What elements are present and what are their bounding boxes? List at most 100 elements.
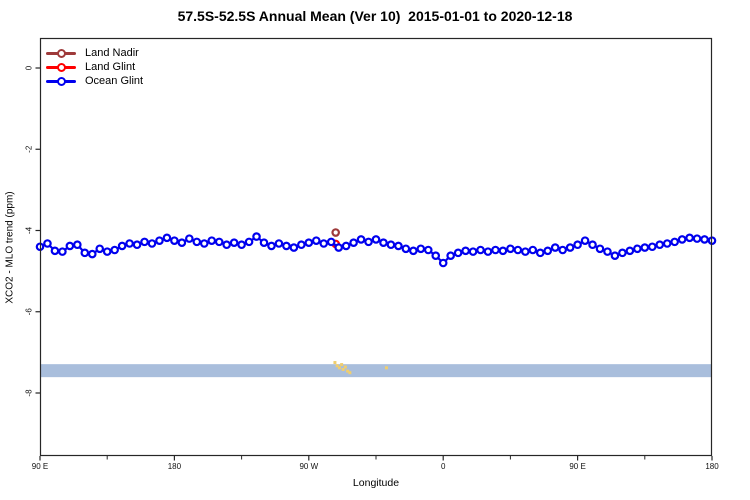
stray-point <box>340 363 344 367</box>
ocean-glint-point <box>558 245 567 255</box>
ocean-glint-point <box>43 239 52 248</box>
ocean-glint-point <box>483 247 493 256</box>
ocean-glint-point <box>259 238 269 247</box>
ocean-glint-point <box>73 240 82 250</box>
ocean-glint-point <box>102 247 112 256</box>
ocean-glint-point <box>573 240 582 250</box>
ocean-glint-point <box>506 244 515 254</box>
x-tick-label: 90 E <box>32 462 48 471</box>
y-tick-label: -8 <box>25 389 34 397</box>
ocean-glint-marker-icon <box>46 76 76 86</box>
legend-label-land-nadir: Land Nadir <box>85 47 139 59</box>
ocean-glint-point <box>319 239 329 248</box>
ocean-glint-point <box>401 244 411 254</box>
legend-circle <box>57 63 66 72</box>
ocean-glint-point <box>633 244 642 254</box>
ocean-glint-point <box>625 246 635 256</box>
ocean-glint-point <box>386 240 396 250</box>
ocean-glint-point <box>640 243 650 252</box>
ocean-glint-point <box>662 239 672 248</box>
ocean-glint-point <box>65 241 75 251</box>
ocean-glint-point <box>267 241 276 251</box>
ocean-glint-point <box>229 238 239 247</box>
ocean-glint-point <box>214 237 224 247</box>
ocean-glint-point <box>58 247 67 256</box>
ocean-glint-point <box>618 248 627 258</box>
ocean-glint-point <box>87 249 97 259</box>
x-tick-label: 90 E <box>569 462 585 471</box>
stray-point <box>341 367 345 371</box>
stray-point <box>348 371 352 375</box>
ocean-glint-point <box>655 240 665 250</box>
ocean-glint-point <box>356 235 366 244</box>
x-tick-label: 180 <box>168 462 182 471</box>
ocean-glint-point <box>379 238 388 247</box>
ocean-glint-point <box>692 234 702 243</box>
ocean-glint-point <box>446 251 455 260</box>
ocean-glint-point <box>199 239 209 248</box>
chart-title: 57.5S-52.5S Annual Mean (Ver 10) 2015-01… <box>177 8 573 24</box>
ocean-glint-point <box>595 244 605 254</box>
ocean-glint-point <box>117 241 127 251</box>
ocean-glint-point <box>394 241 403 251</box>
ocean-glint-point <box>498 246 508 256</box>
ocean-glint-point <box>297 240 306 250</box>
ocean-glint-point <box>311 236 321 245</box>
plot-border <box>39 37 713 457</box>
ocean-glint-point <box>304 238 314 247</box>
ocean-glint-point <box>453 248 463 258</box>
ocean-glint-point <box>334 243 343 252</box>
ocean-glint-point <box>185 234 194 243</box>
ocean-glint-point <box>50 246 60 256</box>
legend-label-land-glint: Land Glint <box>85 61 136 73</box>
ocean-glint-point <box>170 236 179 245</box>
ocean-glint-point <box>162 233 172 243</box>
ocean-glint-point <box>192 237 202 247</box>
ocean-glint-point <box>326 237 336 247</box>
ocean-glint-point <box>177 238 187 247</box>
legend: Land Nadir Land Glint Ocean Glint <box>46 46 143 88</box>
land-glint-marker-icon <box>46 62 76 72</box>
ocean-glint-point <box>274 239 284 248</box>
ocean-glint-point <box>580 236 590 245</box>
ocean-glint-point <box>147 239 157 248</box>
shaded-band <box>40 364 712 378</box>
x-tick-label: 0 <box>441 462 446 471</box>
ocean-glint-point <box>155 236 164 245</box>
x-axis-title: Longitude <box>352 477 400 489</box>
stray-point <box>346 369 350 373</box>
ocean-glint-point <box>416 244 426 254</box>
ocean-glint-point <box>543 246 553 256</box>
ocean-glint-point <box>289 243 299 252</box>
ocean-glint-point <box>528 245 538 255</box>
ocean-glint-point <box>468 247 478 256</box>
ocean-glint-point <box>222 240 231 250</box>
y-tick-label: -6 <box>25 308 34 316</box>
ocean-glint-point <box>535 248 545 258</box>
ocean-glint-point <box>603 247 612 256</box>
ocean-glint-point <box>438 258 448 268</box>
stray-point <box>335 364 339 368</box>
stray-point <box>337 366 341 370</box>
y-tick-label: -2 <box>25 145 34 153</box>
ocean-glint-point <box>565 243 575 252</box>
legend-circle <box>57 49 66 58</box>
ocean-glint-point <box>700 235 709 244</box>
legend-circle <box>57 77 66 86</box>
ocean-glint-point <box>371 235 381 244</box>
ocean-glint-point <box>110 245 119 255</box>
legend-item-land-glint: Land Glint <box>46 60 143 74</box>
y-axis-title: XCO2 - MLO trend (ppm) <box>4 191 16 304</box>
ocean-glint-point <box>132 240 142 250</box>
ocean-glint-point <box>95 244 105 254</box>
ocean-glint-point <box>252 232 261 241</box>
ocean-glint-point <box>125 239 134 248</box>
legend-item-land-nadir: Land Nadir <box>46 46 143 60</box>
stray-point <box>343 365 347 369</box>
x-tick-label: 180 <box>705 462 719 471</box>
x-tick-label: 90 W <box>299 462 318 471</box>
ocean-glint-point <box>588 240 597 250</box>
ocean-glint-point <box>364 237 373 247</box>
